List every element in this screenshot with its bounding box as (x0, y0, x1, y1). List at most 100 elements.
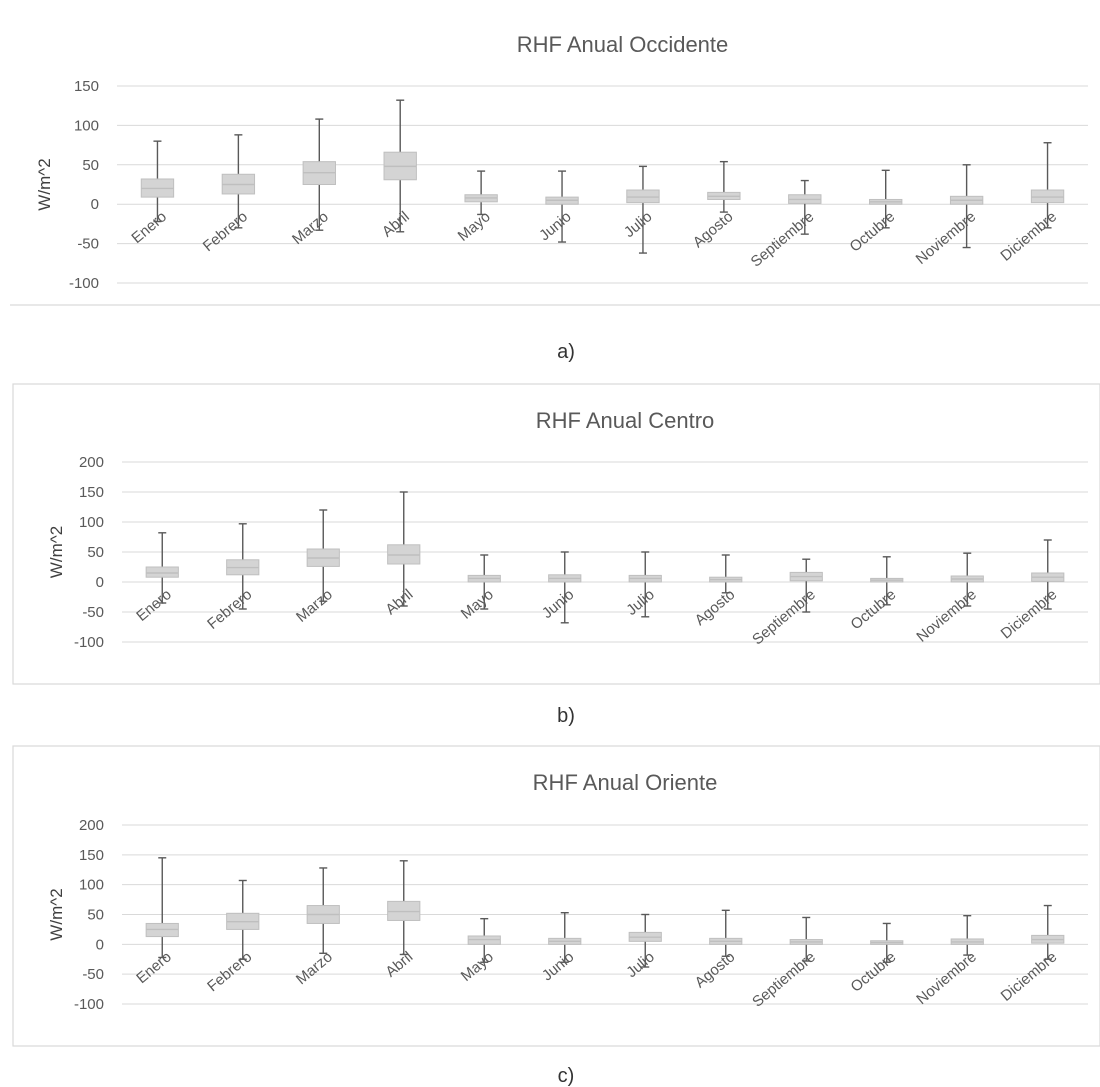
y-tick-label: 0 (91, 196, 99, 213)
y-tick-label: 150 (79, 484, 104, 501)
x-category-label: Julio (623, 948, 658, 981)
iqr-box (626, 189, 660, 204)
box-mayo (467, 917, 501, 963)
x-category-label: Agosto (692, 586, 739, 629)
chart-title: RHF Anual Centro (536, 408, 715, 433)
y-tick-label: 50 (87, 544, 104, 561)
y-tick-label: 0 (96, 936, 104, 953)
box-julio (626, 165, 660, 254)
x-category-label: Febrero (204, 586, 255, 633)
y-tick-label: -100 (74, 996, 104, 1013)
chart-panel-3: RHF Anual Oriente 200 150 100 50 0 -50 -100 W/m^… (12, 745, 1100, 1087)
x-category-label: Noviembre (913, 948, 979, 1008)
x-category-label: Julio (621, 208, 656, 241)
y-tick-label: 100 (79, 877, 104, 894)
box-agosto (709, 909, 743, 957)
iqr-box (1030, 189, 1065, 204)
x-category-label: Julio (623, 586, 658, 619)
x-category-label: Mayo (458, 586, 497, 623)
chart-panel-2: RHF Anual Centro 200 150 100 50 0 -50 -100 W/m^2… (12, 383, 1100, 727)
box-abril (383, 99, 417, 233)
chart-frame (12, 383, 1100, 685)
x-category-label: Agosto (692, 948, 739, 991)
box-marzo (306, 509, 340, 602)
panel-caption: c) (558, 1065, 575, 1087)
box-diciembre (1031, 539, 1065, 610)
y-tick-label: 150 (79, 847, 104, 864)
box-junio (548, 551, 582, 624)
panel-caption: b) (557, 705, 575, 727)
x-category-label: Diciembre (997, 208, 1060, 264)
box-junio (545, 170, 579, 243)
x-category-label: Enero (133, 586, 175, 625)
box-enero (145, 532, 179, 604)
box-enero (140, 140, 175, 223)
x-category-label: Agosto (690, 208, 737, 251)
iqr-box (145, 566, 179, 578)
y-tick-label: 100 (74, 117, 99, 134)
box-septiembre (788, 179, 822, 235)
box-octubre (870, 556, 904, 606)
x-category-label: Octubre (848, 586, 900, 633)
x-category-label: Septiembre (748, 208, 818, 270)
y-tick-label: -50 (82, 966, 104, 983)
x-category-label: Marzo (293, 586, 336, 626)
x-category-label: Febrero (200, 208, 251, 255)
x-category-label: Septiembre (749, 586, 819, 648)
box-noviembre (950, 914, 984, 956)
y-tick-label: 50 (82, 157, 99, 174)
box-junio (548, 912, 582, 963)
box-abril (387, 491, 421, 607)
y-axis-label: W/m^2 (35, 158, 54, 210)
y-tick-label: 0 (96, 574, 104, 591)
box-febrero (226, 879, 260, 960)
box-mayo (464, 170, 498, 216)
box-mayo (467, 554, 501, 610)
box-agosto (709, 554, 743, 594)
x-category-label: Enero (133, 948, 175, 987)
x-category-label: Mayo (455, 208, 494, 245)
y-tick-label: 50 (87, 907, 104, 924)
x-category-label: Diciembre (998, 586, 1061, 642)
x-category-label: Octubre (846, 208, 898, 255)
box-febrero (221, 134, 256, 229)
x-category-label: Octubre (848, 948, 900, 995)
y-tick-label: -50 (82, 604, 104, 621)
box-agosto (707, 160, 741, 213)
box-julio (628, 551, 662, 618)
y-tick-label: 200 (79, 454, 104, 471)
box-septiembre (789, 916, 823, 962)
y-tick-label: -100 (74, 634, 104, 651)
x-category-label: Mayo (458, 948, 497, 985)
x-category-label: Junio (536, 208, 574, 244)
x-category-label: Marzo (293, 948, 336, 988)
box-diciembre (1031, 904, 1065, 960)
box-octubre (869, 169, 903, 229)
y-axis-label: W/m^2 (47, 526, 66, 578)
box-enero (145, 857, 179, 959)
y-tick-label: 200 (79, 817, 104, 834)
box-octubre (870, 922, 904, 963)
box-julio (628, 913, 662, 968)
y-axis-label: W/m^2 (47, 888, 66, 940)
y-tick-label: 100 (79, 514, 104, 531)
x-category-label: Junio (539, 948, 577, 984)
box-septiembre (789, 558, 823, 613)
panel-caption: a) (557, 341, 575, 363)
x-category-label: Marzo (289, 208, 332, 248)
box-marzo (302, 118, 336, 231)
x-category-label: Noviembre (913, 586, 979, 646)
x-category-label: Enero (128, 208, 170, 247)
x-category-label: Noviembre (913, 208, 979, 268)
box-diciembre (1030, 142, 1065, 229)
chart-title: RHF Anual Oriente (533, 770, 718, 795)
x-category-label: Abril (382, 948, 416, 980)
chart-title: RHF Anual Occidente (517, 32, 729, 57)
x-category-label: Febrero (204, 948, 255, 995)
box-abril (387, 860, 421, 956)
chart-panel-1: RHF Anual Occidente 150 100 50 0 -50 -100 W/m^2… (10, 32, 1100, 363)
y-tick-label: 150 (74, 78, 99, 95)
y-tick-label: -50 (77, 236, 99, 253)
y-tick-label: -100 (69, 275, 99, 292)
